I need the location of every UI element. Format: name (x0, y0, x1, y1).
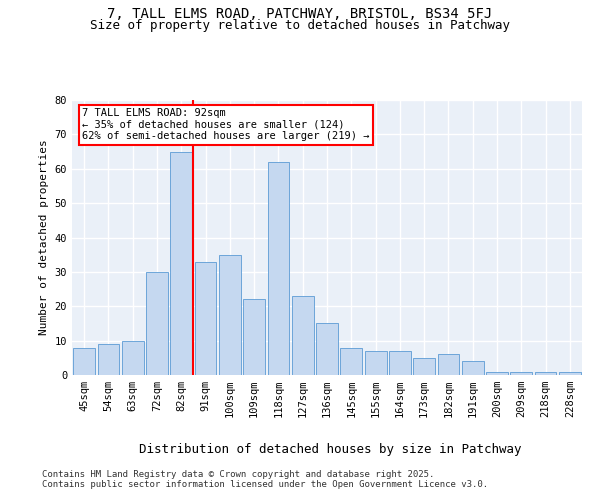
Bar (340, 348, 362, 375)
Bar (559, 372, 581, 375)
Text: 7, TALL ELMS ROAD, PATCHWAY, BRISTOL, BS34 5FJ: 7, TALL ELMS ROAD, PATCHWAY, BRISTOL, BS… (107, 8, 493, 22)
Bar (316, 324, 338, 375)
Bar (413, 358, 435, 375)
Bar (219, 254, 241, 375)
Bar (365, 351, 386, 375)
Bar (389, 351, 411, 375)
Bar (146, 272, 168, 375)
Bar (170, 152, 192, 375)
Bar (511, 372, 532, 375)
Text: Distribution of detached houses by size in Patchway: Distribution of detached houses by size … (139, 442, 521, 456)
Bar (97, 344, 119, 375)
Bar (292, 296, 314, 375)
Bar (122, 340, 143, 375)
Text: Contains public sector information licensed under the Open Government Licence v3: Contains public sector information licen… (42, 480, 488, 489)
Bar (194, 262, 217, 375)
Bar (73, 348, 95, 375)
Bar (486, 372, 508, 375)
Y-axis label: Number of detached properties: Number of detached properties (39, 140, 49, 336)
Bar (535, 372, 556, 375)
Text: Contains HM Land Registry data © Crown copyright and database right 2025.: Contains HM Land Registry data © Crown c… (42, 470, 434, 479)
Text: Size of property relative to detached houses in Patchway: Size of property relative to detached ho… (90, 19, 510, 32)
Bar (268, 162, 289, 375)
Bar (243, 300, 265, 375)
Bar (462, 361, 484, 375)
Bar (437, 354, 460, 375)
Text: 7 TALL ELMS ROAD: 92sqm
← 35% of detached houses are smaller (124)
62% of semi-d: 7 TALL ELMS ROAD: 92sqm ← 35% of detache… (82, 108, 370, 142)
